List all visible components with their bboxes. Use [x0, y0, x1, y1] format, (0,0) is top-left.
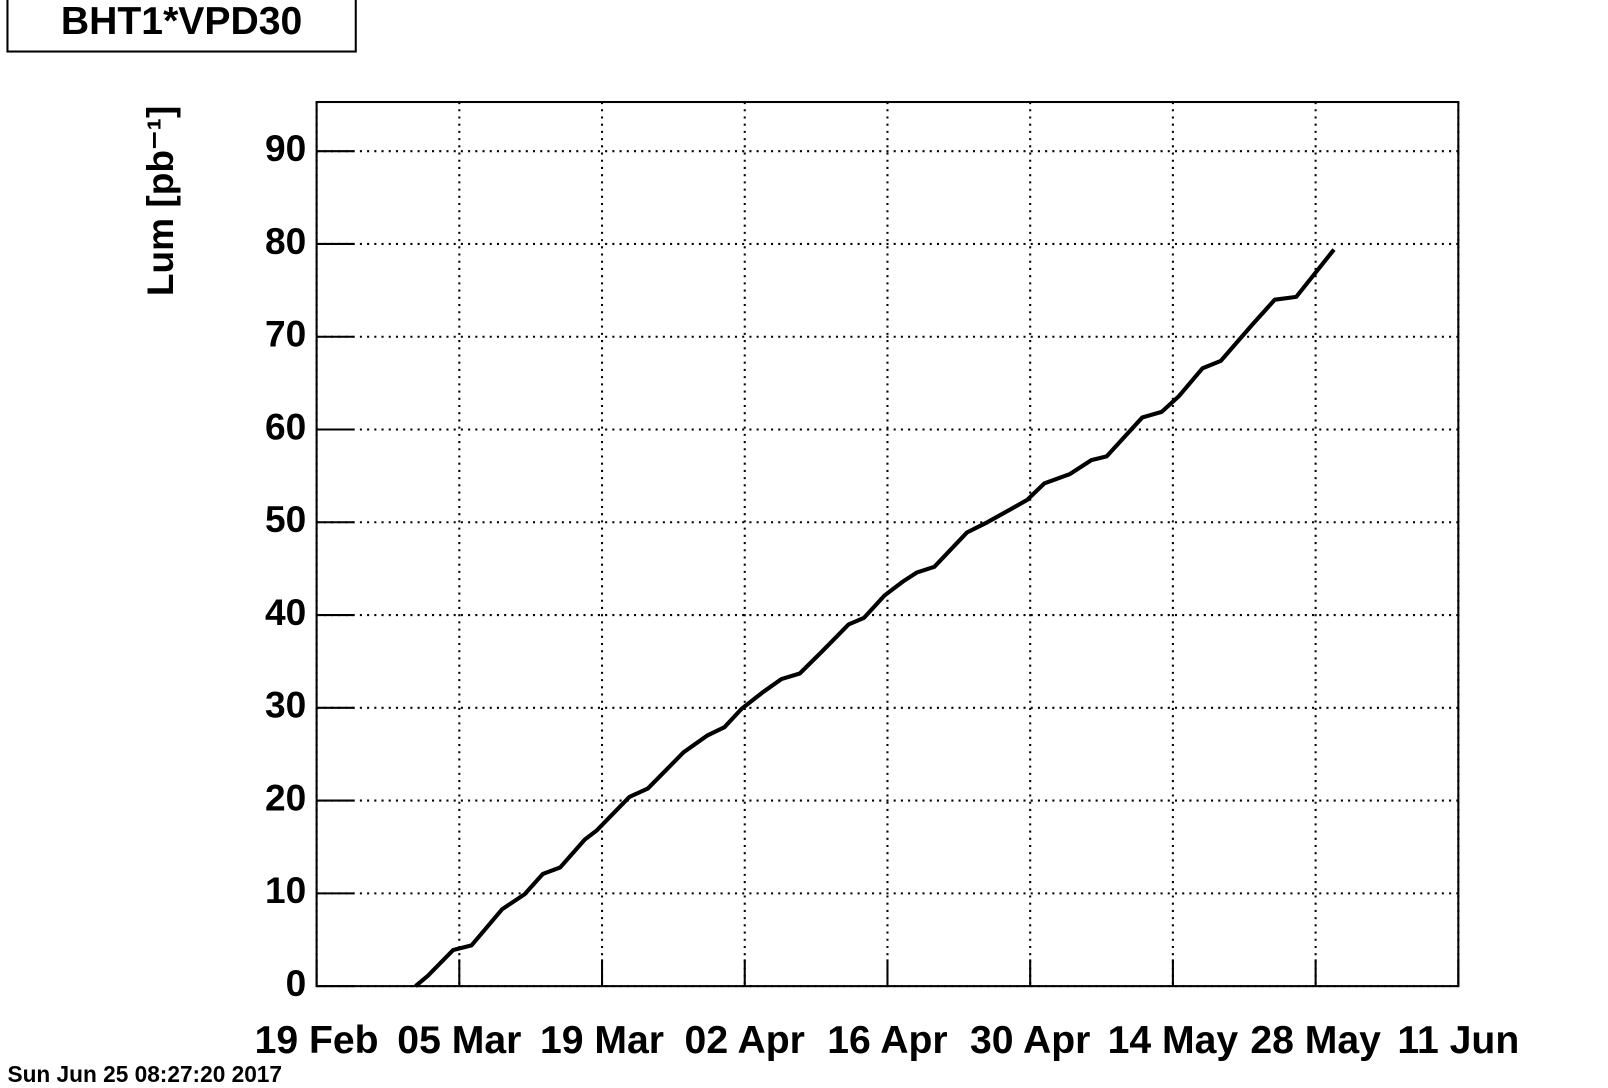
x-tick-label: 02 Apr	[685, 1019, 805, 1062]
x-tick-label: 28 May	[1250, 1019, 1381, 1062]
x-tick-label: 11 Jun	[1397, 1019, 1519, 1062]
y-tick-label: 80	[265, 220, 306, 262]
data-line	[414, 248, 1336, 988]
y-tick-label: 20	[265, 776, 306, 818]
y-tick-label: 0	[286, 962, 307, 1004]
x-tick-label: 14 May	[1108, 1019, 1239, 1062]
timestamp: Sun Jun 25 08:27:20 2017	[7, 1061, 282, 1083]
x-tick-label: 30 Apr	[970, 1019, 1090, 1062]
y-axis-label: Lum [pb⁻¹]	[139, 106, 181, 296]
y-tick-label: 10	[265, 869, 306, 911]
chart-title: BHT1*VPD30	[61, 0, 302, 43]
y-tick-label: 70	[265, 313, 306, 355]
x-tick-label: 05 Mar	[397, 1019, 521, 1062]
plot-area: 0 10 20 30 40 50 60 70 80 90 19 Feb 05 Mar 19 Mar 02 …	[255, 100, 1519, 1062]
title-box	[6, 0, 357, 53]
y-tick-label: 50	[265, 498, 306, 540]
x-tick-label: 16 Apr	[827, 1019, 947, 1062]
x-tick-label: 19 Feb	[255, 1019, 379, 1062]
x-tick-label: 19 Mar	[540, 1019, 664, 1062]
y-tick-label: 40	[265, 591, 306, 633]
y-tick-label: 60	[265, 405, 306, 447]
y-tick-label: 90	[265, 127, 306, 169]
y-tick-label: 30	[265, 684, 306, 726]
plot-frame	[315, 100, 1460, 988]
